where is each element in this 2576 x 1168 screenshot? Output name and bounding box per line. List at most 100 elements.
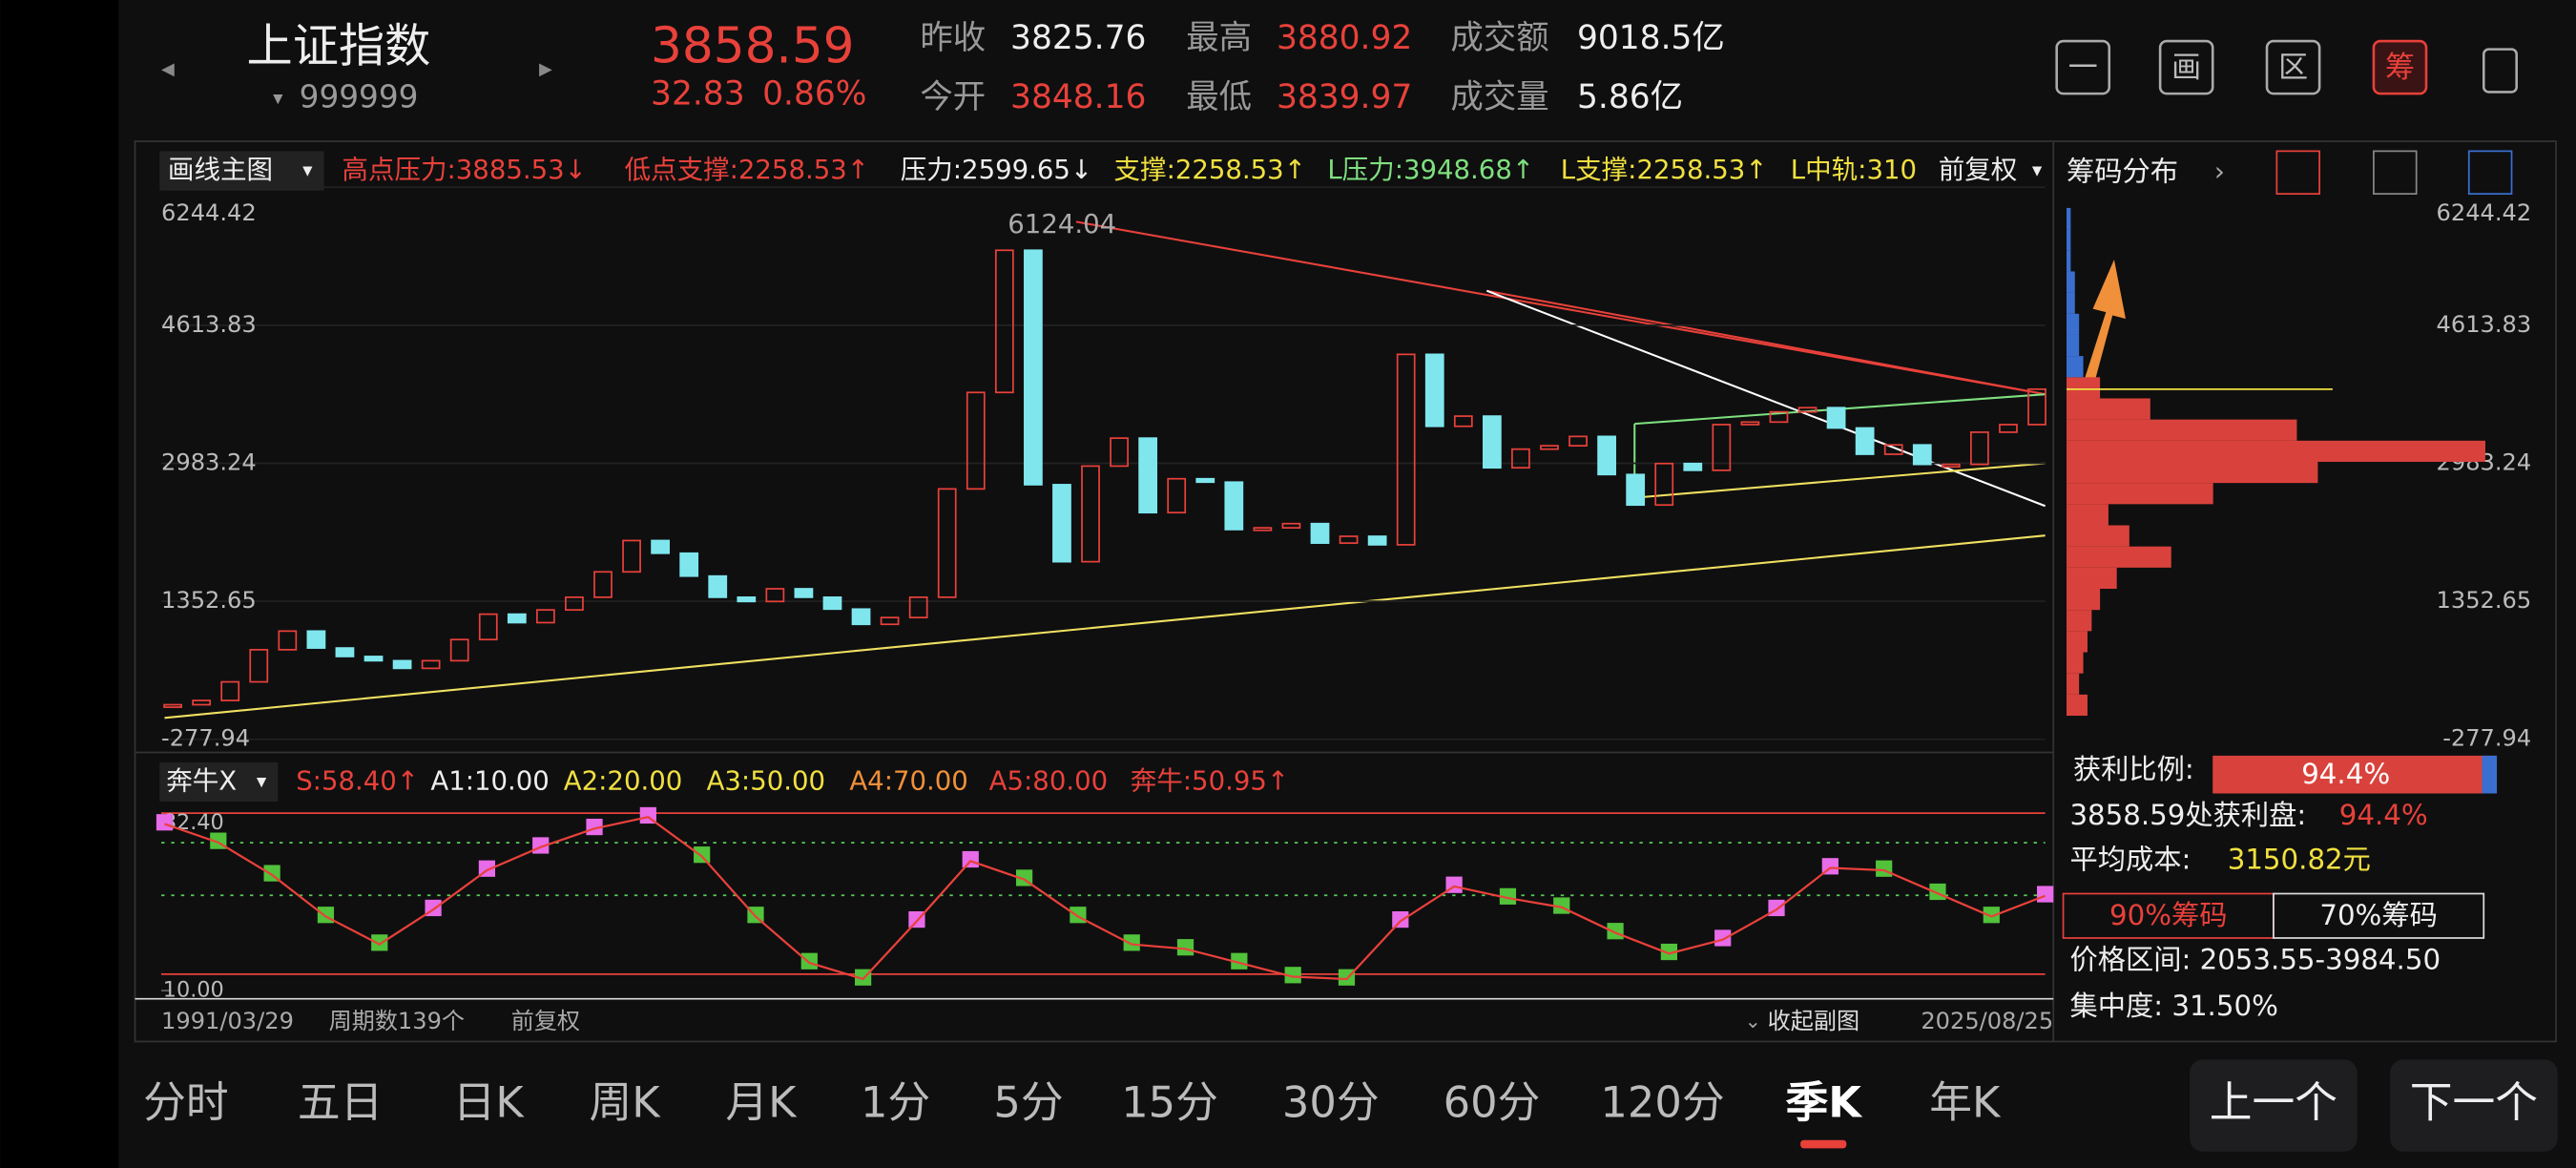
candle: [335, 647, 355, 657]
chip-bar: [2067, 673, 2080, 695]
tab[interactable]: 年K: [1929, 1077, 2002, 1128]
chip-bar: [2067, 398, 2150, 420]
tab[interactable]: 季K: [1785, 1077, 1863, 1128]
chip-icon[interactable]: [2275, 150, 2320, 195]
chevron: ›: [2214, 156, 2225, 187]
candle: [1597, 435, 1616, 476]
trend-line: [1075, 220, 2046, 396]
chip-bar: [2067, 694, 2088, 717]
tab[interactable]: 月K: [725, 1077, 798, 1128]
profit-bar: [2212, 755, 2498, 794]
tab[interactable]: 五日: [298, 1077, 384, 1128]
candle: [1769, 410, 1789, 424]
prev-arrow[interactable]: ◂: [161, 52, 175, 83]
tab[interactable]: 30分: [1282, 1077, 1380, 1128]
candle: [249, 649, 269, 683]
candle: [364, 656, 384, 662]
candle: [1138, 437, 1158, 514]
menu-box[interactable]: [159, 151, 324, 191]
tool-button[interactable]: [2482, 48, 2518, 94]
button-label[interactable]: 上一个: [2210, 1077, 2337, 1128]
candle: [1999, 424, 2018, 433]
candle: [220, 680, 240, 701]
candle: [507, 613, 527, 624]
arrow-icon: [2079, 260, 2126, 402]
tool-button[interactable]: [2055, 39, 2111, 95]
chip-bar: [2067, 461, 2318, 484]
candle: [1712, 424, 1732, 471]
candle: [1883, 444, 1903, 455]
candle: [937, 488, 957, 598]
legend-item: S:58.40↑: [296, 765, 419, 796]
y-tick-label: 4613.83: [161, 311, 257, 338]
chip-bar: [2067, 334, 2080, 357]
indicator-item: 支撑:2258.53↑: [1114, 155, 1306, 185]
candle: [1339, 535, 1359, 544]
tab[interactable]: 周K: [589, 1077, 661, 1128]
candle: [1081, 465, 1100, 563]
candle: [1024, 249, 1043, 486]
tool-label: 一: [2068, 51, 2098, 85]
indicator-bar: [694, 846, 711, 864]
tab[interactable]: 120分: [1600, 1077, 1724, 1128]
next-arrow[interactable]: ▸: [539, 52, 552, 83]
tab[interactable]: 15分: [1121, 1077, 1218, 1128]
chip-icon[interactable]: [2373, 150, 2418, 195]
chip-bar: [2067, 313, 2080, 335]
button[interactable]: [2390, 1059, 2558, 1152]
collapse: 收起副图: [1768, 1008, 1859, 1034]
tab[interactable]: 60分: [1444, 1077, 1541, 1128]
peak-label: 6124.04: [1008, 209, 1116, 240]
tool-button[interactable]: [2372, 39, 2428, 95]
candle: [565, 596, 584, 612]
candle: [1941, 463, 1961, 469]
candle: [1740, 421, 1760, 426]
tab[interactable]: 1分: [861, 1077, 930, 1128]
change: 32.83: [651, 74, 745, 113]
candle: [908, 596, 928, 619]
chip-bar: [2067, 610, 2092, 632]
tab[interactable]: 5分: [993, 1077, 1063, 1128]
label: 3150.82元: [2228, 844, 2371, 876]
candle: [822, 596, 842, 611]
dropdown-icon: ▾: [257, 769, 267, 792]
label: 获利比例:: [2073, 753, 2194, 785]
tool-label: 区: [2278, 51, 2308, 85]
chip-bar: [2067, 652, 2084, 674]
label: 平均成本:: [2069, 844, 2191, 876]
chip-icon[interactable]: [2467, 150, 2513, 195]
menu-box[interactable]: [159, 761, 279, 803]
candle: [737, 596, 757, 603]
candle: [306, 630, 326, 649]
chip-bar: [2067, 483, 2213, 505]
chip-bar: [2067, 229, 2071, 251]
button-label[interactable]: 下一个: [2410, 1077, 2538, 1128]
button[interactable]: [2190, 1059, 2358, 1152]
chip-bar: [2067, 504, 2109, 526]
indicator-bar: [1123, 934, 1140, 951]
chip-tab[interactable]: [2273, 892, 2485, 939]
tool-button[interactable]: [2158, 39, 2214, 95]
indicator-item: L压力:3948.68↑: [1327, 155, 1534, 185]
candle: [1912, 444, 1932, 466]
stat-value: 5.86亿: [1577, 78, 1683, 116]
tab[interactable]: 日K: [453, 1077, 526, 1128]
candle: [1482, 415, 1502, 469]
candle: [1224, 481, 1244, 531]
candle: [192, 699, 212, 706]
chip-bar: [2067, 377, 2101, 399]
label: 集中度: 31.50%: [2069, 990, 2277, 1022]
candle: [1511, 448, 1530, 469]
tool-button[interactable]: [2265, 39, 2321, 95]
tab[interactable]: 分时: [143, 1077, 229, 1128]
y-tick-label: 6244.42: [161, 199, 257, 226]
indicator-item: 前复权: [1939, 155, 2018, 185]
legend-item: 奔牛:50.95↑: [1131, 765, 1289, 796]
trend-line: [1486, 289, 2046, 396]
dropdown-icon: ▾: [2032, 158, 2043, 181]
candle: [1167, 477, 1187, 514]
candle: [478, 613, 498, 641]
candle: [622, 539, 641, 574]
chip-bar: [2067, 631, 2088, 653]
candle: [278, 630, 298, 651]
